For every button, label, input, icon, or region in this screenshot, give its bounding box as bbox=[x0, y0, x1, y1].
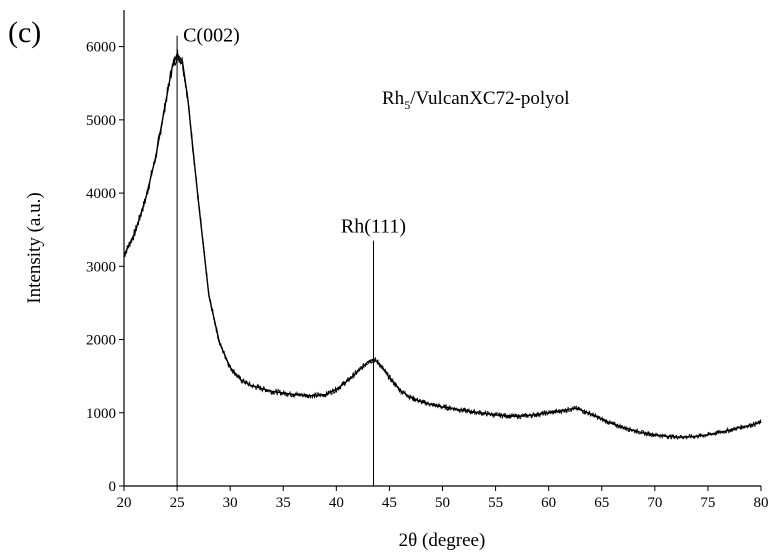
y-tick-label: 4000 bbox=[86, 186, 116, 202]
sample-label-rest: /VulcanXC72-polyol bbox=[410, 88, 569, 109]
x-tick-label: 20 bbox=[117, 495, 132, 511]
y-tick-label: 1000 bbox=[86, 406, 116, 422]
x-tick-label: 50 bbox=[435, 495, 450, 511]
y-tick-label: 3000 bbox=[86, 259, 116, 275]
y-tick-label: 6000 bbox=[86, 40, 116, 56]
panel-label: (c) bbox=[8, 16, 41, 49]
x-tick-label: 40 bbox=[329, 495, 344, 511]
x-tick-label: 30 bbox=[223, 495, 238, 511]
intensity-series-line bbox=[123, 52, 762, 438]
sample-label: Rh5/VulcanXC72-polyol bbox=[382, 88, 569, 112]
y-axis-title: Intensity (a.u.) bbox=[24, 192, 45, 303]
x-tick-label: 45 bbox=[382, 495, 397, 511]
x-tick-label: 25 bbox=[170, 495, 185, 511]
x-tick-label: 75 bbox=[700, 495, 715, 511]
x-tick-label: 55 bbox=[488, 495, 503, 511]
x-tick-label: 35 bbox=[276, 495, 291, 511]
x-tick-label: 80 bbox=[754, 495, 769, 511]
x-axis-title: 2θ (degree) bbox=[399, 530, 486, 551]
sample-label-main: Rh bbox=[382, 88, 405, 109]
peak-annotation-label: Rh(111) bbox=[341, 216, 406, 238]
y-tick-label: 0 bbox=[109, 479, 117, 495]
y-tick-label: 2000 bbox=[86, 333, 116, 349]
peak-annotation-label: C(002) bbox=[183, 25, 240, 47]
x-tick-label: 65 bbox=[594, 495, 609, 511]
x-tick-label: 60 bbox=[541, 495, 556, 511]
sample-label-sub: 5 bbox=[404, 98, 410, 112]
x-tick-label: 70 bbox=[647, 495, 662, 511]
y-tick-label: 5000 bbox=[86, 113, 116, 129]
